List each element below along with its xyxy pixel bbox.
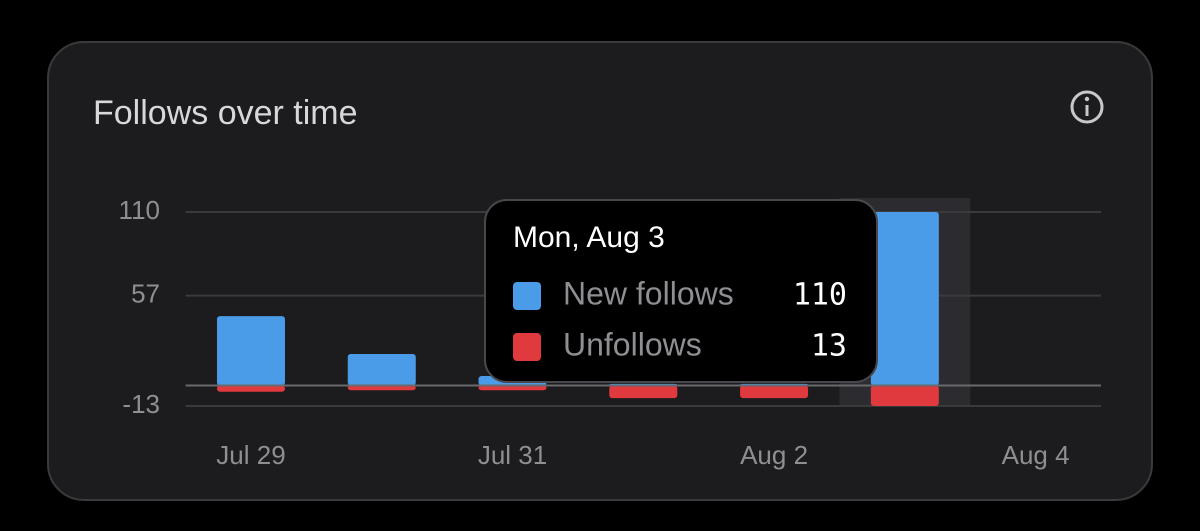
bar (870, 212, 939, 386)
y-tick-label: -13 (122, 389, 160, 419)
bar (347, 353, 416, 386)
tooltip-swatch (513, 333, 541, 361)
x-tick-label: Jul 29 (216, 440, 285, 470)
tooltip: Mon, Aug 3 New follows 110 Unfollows 13 (484, 199, 878, 383)
tooltip-box (484, 199, 878, 383)
y-tick-label: 110 (119, 195, 160, 225)
y-tick-label: 57 (131, 278, 160, 308)
bar (609, 385, 678, 399)
bar (478, 385, 547, 391)
bar (870, 385, 939, 406)
info-dot[interactable] (1084, 96, 1090, 102)
bar (740, 385, 809, 399)
info-circle[interactable] (1070, 90, 1104, 124)
bar (347, 385, 416, 391)
x-tick-label: Aug 2 (740, 440, 808, 470)
bar (216, 316, 285, 386)
tooltip-title: Mon, Aug 3 (513, 221, 665, 254)
tooltip-series-name: Unfollows (563, 326, 702, 362)
bar (216, 385, 285, 392)
tooltip-swatch (513, 282, 541, 310)
tooltip-value: 110 (793, 278, 847, 313)
tooltip-series-name: New follows (563, 275, 734, 311)
info-icon[interactable] (1070, 90, 1104, 124)
x-tick-label: Aug 4 (1002, 440, 1070, 470)
x-tick-label: Jul 31 (478, 440, 547, 470)
card-title: Follows over time (93, 94, 358, 132)
tooltip-value: 13 (811, 329, 847, 364)
